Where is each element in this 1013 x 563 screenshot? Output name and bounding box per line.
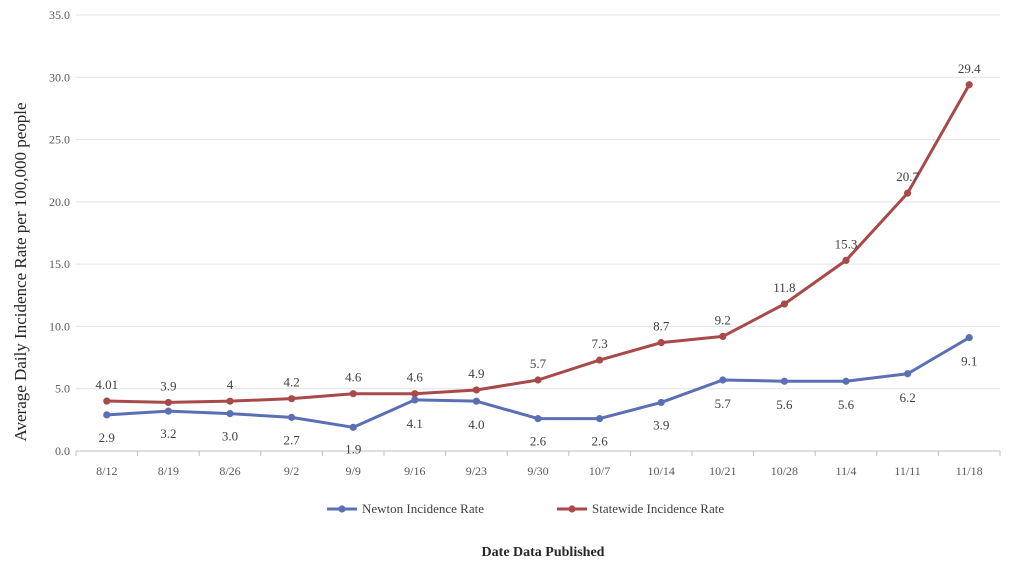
data-label: 4.0 bbox=[468, 417, 484, 432]
data-label: 4.9 bbox=[468, 366, 484, 381]
data-labels: 2.9 3.2 3.0 2.7 1.9 4.1 4.0 2.6 2.6 3.9 5.7 5.6 5.6 6… bbox=[95, 61, 981, 457]
data-label: 11.8 bbox=[773, 280, 795, 295]
data-label: 3.9 bbox=[160, 378, 176, 393]
x-tick-label: 8/26 bbox=[219, 464, 240, 478]
data-point bbox=[842, 256, 850, 265]
x-tick-label: 9/30 bbox=[527, 464, 548, 478]
data-point bbox=[226, 410, 234, 418]
data-point bbox=[349, 423, 357, 431]
x-tick-label: 10/28 bbox=[771, 464, 798, 478]
data-point bbox=[534, 376, 542, 384]
data-label: 4.1 bbox=[407, 416, 423, 431]
data-point bbox=[780, 300, 789, 308]
y-tick-label: 30.0 bbox=[49, 70, 70, 84]
data-point bbox=[719, 332, 727, 340]
x-tick-label: 9/23 bbox=[466, 464, 487, 478]
data-label: 15.3 bbox=[835, 236, 858, 251]
x-tick-label: 10/21 bbox=[709, 464, 736, 478]
y-axis: 0.0 5.0 10.0 15.0 20.0 25.0 30.0 35.0 bbox=[49, 8, 70, 458]
y-tick-label: 25.0 bbox=[49, 133, 70, 147]
data-point bbox=[226, 397, 234, 405]
data-label: 6.2 bbox=[899, 390, 915, 405]
data-label: 3.0 bbox=[222, 429, 238, 444]
x-tick-label: 10/7 bbox=[589, 464, 610, 478]
data-point bbox=[657, 339, 665, 347]
data-label: 3.9 bbox=[653, 417, 669, 432]
data-label: 2.7 bbox=[283, 432, 300, 447]
y-tick-label: 35.0 bbox=[49, 8, 70, 22]
y-tick-label: 5.0 bbox=[55, 382, 70, 396]
data-label: 3.2 bbox=[160, 426, 176, 441]
y-tick-label: 10.0 bbox=[49, 319, 70, 333]
legend-marker-0 bbox=[338, 505, 346, 513]
data-label: 4.6 bbox=[407, 370, 424, 385]
data-point bbox=[904, 370, 912, 378]
data-label: 8.7 bbox=[653, 319, 670, 334]
data-label: 5.6 bbox=[838, 397, 855, 412]
y-tick-label: 15.0 bbox=[49, 257, 70, 271]
y-tick-label: 0.0 bbox=[55, 444, 70, 458]
data-label: 1.9 bbox=[345, 441, 361, 456]
y-axis-title: Average Daily Incidence Rate per 100,000… bbox=[11, 102, 30, 441]
x-axis: 8/12 8/19 8/26 9/2 9/9 9/16 9/23 9/30 10/7 10/14 1… bbox=[75, 451, 1001, 478]
data-point bbox=[904, 189, 912, 197]
data-point bbox=[472, 397, 480, 405]
legend-marker-1 bbox=[568, 505, 576, 513]
x-tick-label: 10/14 bbox=[648, 464, 675, 478]
data-point bbox=[103, 411, 111, 419]
x-tick-label: 11/18 bbox=[956, 464, 983, 478]
data-point bbox=[965, 81, 973, 89]
data-point bbox=[288, 395, 296, 403]
data-point bbox=[596, 356, 604, 364]
legend-label-0: Newton Incidence Rate bbox=[362, 501, 484, 516]
data-label: 5.7 bbox=[530, 356, 547, 371]
data-label: 29.4 bbox=[958, 61, 981, 76]
data-point bbox=[965, 334, 973, 342]
data-label: 4.6 bbox=[345, 370, 362, 385]
data-point bbox=[288, 413, 296, 421]
data-label: 2.6 bbox=[591, 434, 608, 449]
data-label: 20.7 bbox=[896, 169, 919, 184]
legend-label-1: Statewide Incidence Rate bbox=[592, 501, 724, 516]
data-point bbox=[411, 390, 419, 398]
data-label: 4.01 bbox=[95, 377, 118, 392]
data-point bbox=[534, 415, 542, 423]
data-label: 9.2 bbox=[715, 312, 731, 327]
data-point bbox=[164, 398, 172, 407]
data-label: 5.7 bbox=[715, 396, 732, 411]
data-point bbox=[411, 396, 419, 404]
data-point bbox=[472, 386, 480, 394]
data-point bbox=[842, 377, 850, 385]
data-label: 2.6 bbox=[530, 434, 547, 449]
data-label: 2.9 bbox=[99, 430, 115, 445]
x-tick-label: 9/16 bbox=[404, 464, 425, 478]
data-label: 9.1 bbox=[961, 354, 977, 369]
x-tick-label: 11/4 bbox=[836, 464, 857, 478]
data-label: 7.3 bbox=[591, 336, 607, 351]
data-label: 4 bbox=[227, 377, 234, 392]
x-tick-label: 9/9 bbox=[346, 464, 361, 478]
data-point bbox=[780, 377, 789, 385]
data-point bbox=[657, 398, 665, 407]
data-point bbox=[164, 407, 172, 415]
data-label: 5.6 bbox=[776, 397, 793, 412]
data-point bbox=[103, 397, 111, 405]
data-point bbox=[719, 376, 727, 384]
data-label: 4.2 bbox=[283, 375, 299, 390]
x-axis-title: Date Data Published bbox=[482, 545, 605, 560]
x-tick-label: 9/2 bbox=[284, 464, 299, 478]
gridlines bbox=[76, 14, 1000, 452]
x-tick-label: 8/19 bbox=[158, 464, 179, 478]
y-tick-label: 20.0 bbox=[49, 195, 70, 209]
data-point bbox=[596, 415, 604, 423]
x-tick-label: 8/12 bbox=[96, 464, 117, 478]
legend: Newton Incidence Rate Statewide Incidence… bbox=[327, 501, 724, 516]
x-tick-label: 11/11 bbox=[894, 464, 920, 478]
data-point bbox=[349, 390, 357, 398]
series-group bbox=[103, 81, 973, 431]
